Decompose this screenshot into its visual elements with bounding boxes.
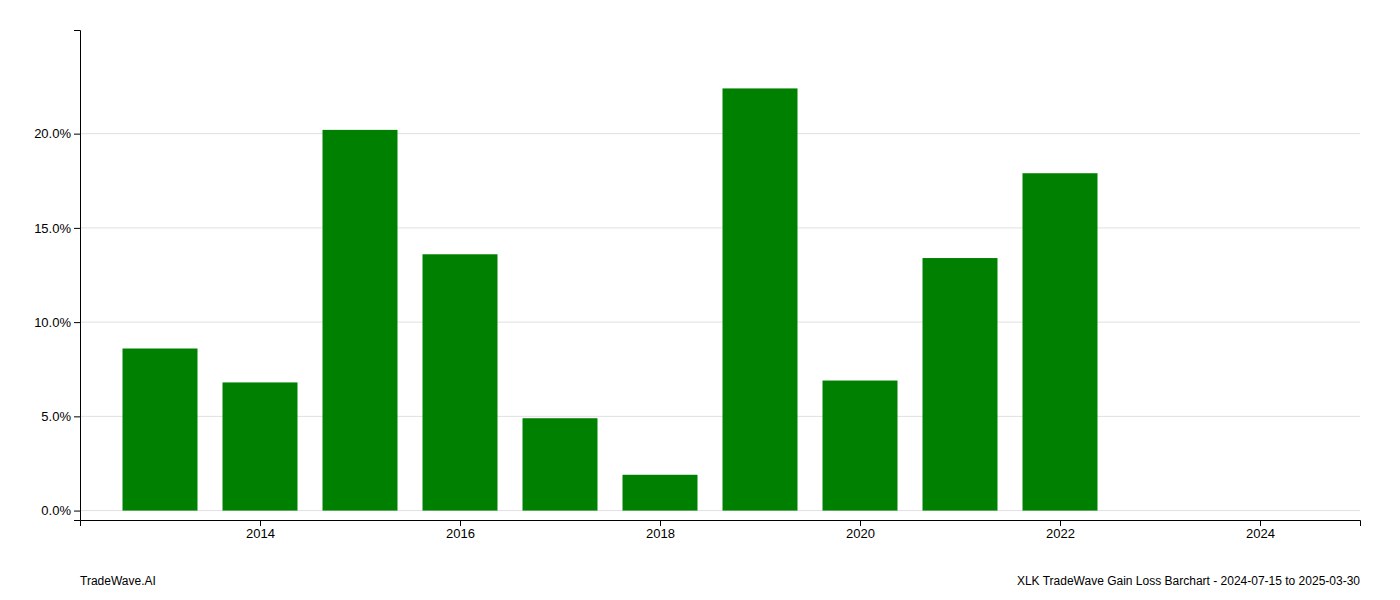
x-tick: 2020 (846, 520, 875, 541)
x-tick-mark (660, 520, 661, 526)
bar (223, 382, 298, 510)
x-tick-mark (860, 520, 861, 526)
bar (1023, 173, 1098, 510)
y-tick-mark (74, 416, 80, 417)
x-tick-label: 2020 (846, 526, 875, 541)
bar (1123, 510, 1198, 511)
x-tick: 2022 (1046, 520, 1075, 541)
bar (723, 88, 798, 510)
y-axis-line (74, 31, 81, 521)
y-tick-label: 20.0% (34, 126, 71, 141)
x-axis-line (81, 521, 1361, 527)
bar (623, 475, 698, 511)
y-tick: 20.0% (34, 126, 80, 141)
x-tick: 2014 (246, 520, 275, 541)
x-tick: 2024 (1246, 520, 1275, 541)
y-tick-mark (74, 134, 80, 135)
bar (323, 130, 398, 511)
x-tick-label: 2018 (646, 526, 675, 541)
x-tick-label: 2022 (1046, 526, 1075, 541)
y-tick-mark (74, 322, 80, 323)
y-tick: 10.0% (34, 315, 80, 330)
grid (80, 134, 1360, 511)
grid-line (80, 322, 1360, 323)
x-tick-mark (1060, 520, 1061, 526)
x-tick-mark (1260, 520, 1261, 526)
grid-line (80, 227, 1360, 228)
grid-line (80, 133, 1360, 134)
footer-text: XLK TradeWave Gain Loss Barchart - 2024-… (1017, 574, 1360, 588)
x-tick-label: 2014 (246, 526, 275, 541)
x-axis: 2014 2016 2018 2020 2022 2024 (81, 520, 1361, 541)
y-tick-label: 5.0% (41, 409, 71, 424)
footer-text: TradeWave.AI (80, 574, 156, 588)
bar (923, 258, 998, 511)
chart: 2014 2016 2018 2020 2022 2024 0.0% 5.0% 10.0% 15.… (0, 0, 1400, 600)
y-tick-label: 0.0% (41, 503, 71, 518)
bars (123, 88, 1098, 510)
y-tick-mark (74, 511, 80, 512)
y-tick: 15.0% (34, 221, 80, 236)
bar (123, 349, 198, 511)
x-tick-label: 2024 (1246, 526, 1275, 541)
y-tick-label: 10.0% (34, 315, 71, 330)
x-tick-mark (260, 520, 261, 526)
plot: 2014 2016 2018 2020 2022 2024 0.0% 5.0% 10.0% 15.… (34, 31, 1360, 542)
bar (823, 381, 898, 511)
x-tick: 2016 (446, 520, 475, 541)
y-axis: 0.0% 5.0% 10.0% 15.0% 20.0% (34, 31, 80, 521)
y-tick-label: 15.0% (34, 221, 71, 236)
x-tick-label: 2016 (446, 526, 475, 541)
y-tick: 0.0% (41, 503, 80, 518)
x-tick-mark (460, 520, 461, 526)
bar (423, 254, 498, 510)
x-tick: 2018 (646, 520, 675, 541)
bar (523, 418, 598, 510)
y-tick-mark (74, 228, 80, 229)
y-tick: 5.0% (41, 409, 80, 424)
